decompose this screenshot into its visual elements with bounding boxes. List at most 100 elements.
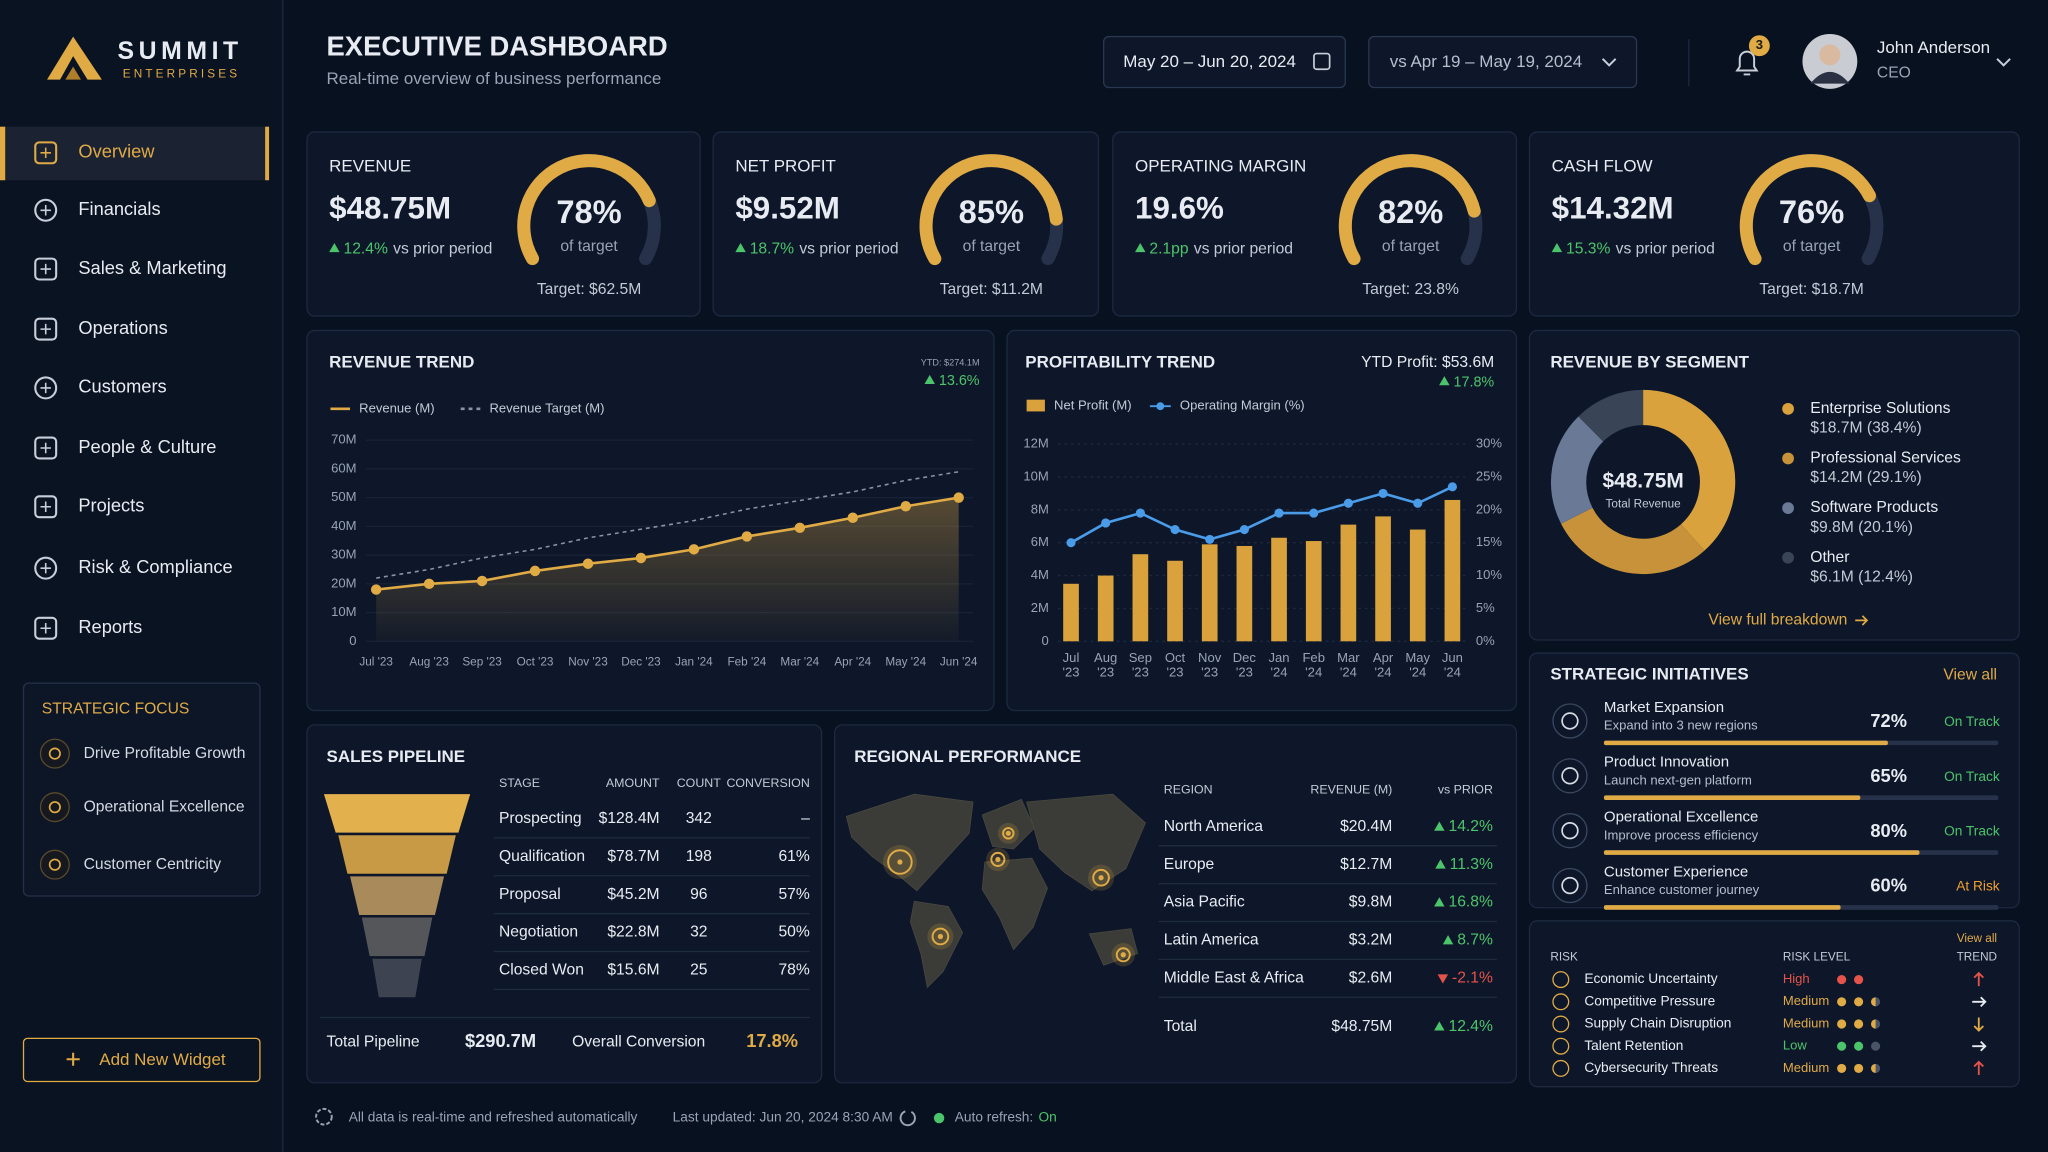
initiative-icon	[1552, 813, 1588, 849]
kpi-change-note: vs prior period	[1194, 241, 1293, 258]
nav-item[interactable]: People & Culture	[78, 436, 216, 457]
bar	[1271, 537, 1287, 642]
y-tick-label: 6M	[1031, 534, 1049, 549]
nav-item[interactable]: Overview	[78, 141, 155, 162]
user-chevron[interactable]	[1996, 58, 2011, 67]
panel	[1528, 920, 2020, 1088]
nav-item[interactable]: Customers	[78, 376, 166, 397]
focus-item: Drive Profitable Growth	[84, 745, 246, 762]
column-header: REGION	[1164, 782, 1213, 796]
data-point	[688, 544, 700, 555]
level-dot	[1854, 1041, 1864, 1051]
table-cell: 78%	[778, 962, 809, 979]
map-marker-dot	[1005, 830, 1011, 836]
footer-auto-refresh-state: On	[1038, 1110, 1056, 1125]
level-dot	[1854, 975, 1864, 985]
nav-item[interactable]: Financials	[78, 198, 160, 219]
focus-icon	[39, 849, 70, 880]
focus-icon-dot	[48, 801, 61, 814]
nav-icon-detail	[40, 501, 51, 513]
initiative-description: Expand into 3 new regions	[1604, 718, 1758, 733]
bar	[1236, 545, 1253, 642]
user-role: CEO	[1877, 64, 1911, 81]
add-widget-button[interactable]	[22, 1037, 261, 1083]
map-marker	[1002, 827, 1015, 840]
nav-icon	[34, 376, 58, 400]
risk-level: Medium	[1783, 1015, 1830, 1030]
kpi-change-note: vs prior period	[799, 241, 898, 258]
link[interactable]: View all	[1943, 666, 1997, 683]
bell-icon[interactable]	[1735, 50, 1759, 76]
x-tick-label: Dec '23	[1232, 651, 1256, 681]
risk-level: Medium	[1783, 1060, 1830, 1075]
nav-icon	[34, 616, 58, 640]
link[interactable]: View all	[1957, 932, 1997, 945]
x-tick-label: Oct '23	[517, 655, 554, 668]
initiative-progress: 60%	[1870, 875, 1907, 896]
data-point	[1101, 518, 1111, 528]
gauge-label: 85%	[959, 193, 1024, 230]
x-tick-label: Aug '23	[1094, 651, 1118, 681]
compare-picker[interactable]	[1368, 35, 1638, 89]
data-point	[1170, 524, 1180, 535]
nav-item[interactable]: Reports	[78, 616, 142, 637]
logo-mark-inner	[65, 66, 81, 80]
y2-tick-label: 0%	[1476, 633, 1495, 648]
nav-icon-detail	[40, 623, 51, 634]
gauge-value	[1338, 154, 1481, 266]
risk-icon	[1552, 1037, 1570, 1055]
refresh-icon[interactable]	[899, 1110, 916, 1127]
kpi-title: NET PROFIT	[735, 157, 836, 176]
data-point	[794, 522, 806, 534]
map-marker-dot	[1098, 875, 1104, 881]
chart-title: REVENUE TREND	[329, 353, 474, 372]
table-cell: $9.8M	[1349, 894, 1393, 911]
risk-level: Low	[1783, 1038, 1808, 1053]
column-header: CONVERSION	[726, 776, 809, 790]
calendar-icon	[1313, 52, 1331, 71]
table-cell: 25	[690, 962, 708, 979]
risk-name: Cybersecurity Threats	[1584, 1060, 1718, 1075]
data-point	[1309, 508, 1319, 518]
x-tick-label: Nov '23	[1198, 651, 1222, 681]
legend-dot	[1782, 551, 1794, 564]
date-picker[interactable]	[1103, 35, 1346, 89]
x-tick-label: Oct '23	[1164, 651, 1186, 681]
table-cell: Qualification	[499, 848, 585, 865]
table-cell: 11.3%	[1450, 856, 1493, 873]
table-cell: Latin America	[1164, 932, 1259, 949]
sidebar	[0, 0, 283, 1152]
progress-bar	[1603, 850, 1920, 855]
notification-badge	[1748, 35, 1770, 57]
kpi-target: Target: 23.8%	[1362, 281, 1459, 298]
column-header: RISK	[1550, 950, 1578, 963]
table-cell: Europe	[1164, 856, 1215, 873]
nav-item[interactable]: Operations	[78, 317, 167, 338]
total-label: Total Pipeline	[327, 1033, 420, 1050]
nav-item[interactable]: Risk & Compliance	[78, 556, 232, 577]
initiative-icon	[1552, 703, 1588, 739]
y-tick-label: 10M	[1023, 468, 1048, 483]
table-cell: $22.8M	[607, 924, 659, 941]
kpi-value: $9.52M	[735, 191, 840, 226]
gauge-label: 78%	[556, 193, 621, 230]
kpi-change: 2.1pp	[1149, 241, 1188, 258]
revenue-area	[376, 497, 959, 642]
level-dot	[1854, 997, 1864, 1007]
risk-icon	[1552, 1015, 1570, 1033]
panel-title: STRATEGIC INITIATIVES	[1550, 665, 1748, 684]
risk-level: High	[1783, 971, 1810, 986]
column-header: STAGE	[499, 776, 540, 790]
nav-item[interactable]: Projects	[78, 495, 144, 516]
x-tick-label: Feb '24	[727, 655, 766, 668]
conversion-value: 17.8%	[746, 1030, 798, 1051]
status-dot	[933, 1112, 945, 1124]
panel	[1112, 131, 1518, 317]
data-point	[1343, 498, 1353, 508]
link[interactable]: View full breakdown	[1708, 612, 1847, 629]
table-cell: $45.2M	[607, 886, 659, 903]
add-widget-label[interactable]: Add New Widget	[99, 1050, 226, 1069]
nav-item[interactable]: Sales & Marketing	[78, 257, 226, 278]
map-continent	[1088, 928, 1139, 966]
nav-icon-detail	[40, 382, 51, 394]
